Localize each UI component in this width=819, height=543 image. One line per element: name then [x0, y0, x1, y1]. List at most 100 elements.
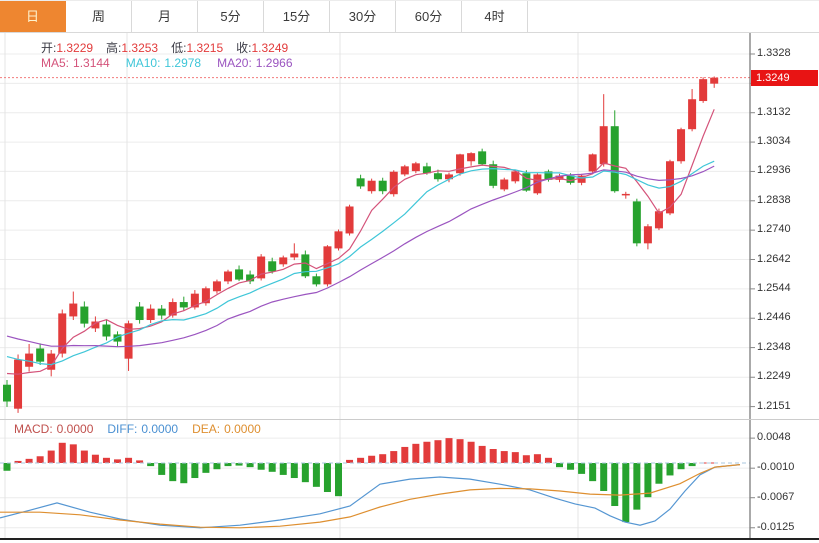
macd-bar	[279, 463, 287, 475]
macd-bar	[125, 457, 133, 463]
macd-bar	[114, 459, 121, 463]
macd-bar	[544, 457, 552, 463]
macd-bar	[423, 441, 431, 463]
open-label: 开:	[41, 41, 57, 55]
macd-bar	[567, 463, 575, 470]
candle-body	[312, 276, 321, 285]
candle-body	[544, 171, 553, 180]
tab-15分[interactable]: 15分	[264, 1, 330, 32]
dea-line	[0, 464, 741, 529]
macd-bar	[323, 463, 331, 493]
ma20-value: 1.2966	[255, 56, 293, 70]
macd-bar	[202, 463, 210, 473]
candle-body	[555, 175, 564, 180]
candle-body	[422, 166, 431, 174]
candle-body	[599, 126, 608, 165]
macd-bar	[556, 463, 563, 468]
price-tick-label: 1.2936	[757, 164, 791, 177]
macd-bar	[533, 454, 541, 463]
ma10-value: 1.2978	[164, 56, 202, 70]
ma5-value: 1.3144	[73, 56, 110, 70]
candle-body	[710, 77, 719, 84]
macd-header-row: MACD: 0.0000 DIFF: 0.0000 DEA: 0.0000	[14, 422, 261, 436]
high-value: 1.3253	[121, 41, 159, 55]
candle-body	[47, 353, 56, 370]
macd-bar	[478, 445, 486, 463]
macd-bar	[180, 463, 188, 484]
candle-body	[699, 79, 708, 102]
macd-bar	[147, 463, 155, 467]
macd-bar	[666, 463, 674, 476]
ma20-line	[6, 165, 715, 348]
candle-body	[36, 348, 45, 362]
candle-body	[3, 384, 11, 402]
macd-bar	[489, 449, 497, 463]
current-price-badge: 1.3249	[751, 70, 818, 86]
tab-30分[interactable]: 30分	[330, 1, 396, 32]
tab-日[interactable]: 日	[0, 1, 66, 32]
period-tabbar: 日周月 5分 15分 30分 60分 4时	[0, 1, 819, 33]
macd-bar	[589, 463, 597, 482]
low-value: 1.3215	[186, 41, 224, 55]
macd-bar	[235, 463, 243, 466]
ma10-label: MA10:	[125, 56, 161, 70]
candle-body	[566, 175, 575, 183]
candle-body	[301, 254, 310, 277]
candle-body	[533, 174, 542, 194]
macd-label: MACD:	[14, 422, 53, 436]
candle-body	[323, 246, 332, 285]
price-tick-label: 1.2151	[757, 399, 791, 412]
low-label: 低:	[171, 41, 187, 55]
candle-body	[80, 306, 89, 324]
candle-body	[168, 302, 177, 316]
macd-bar	[578, 463, 586, 474]
candle-body	[511, 171, 520, 182]
price-tick-label: 1.3132	[757, 105, 791, 118]
diff-value: 0.0000	[141, 422, 179, 436]
macd-bar	[401, 446, 409, 463]
candle-body	[124, 323, 133, 359]
candle-body	[157, 308, 166, 316]
macd-bar	[434, 440, 442, 463]
macd-bar	[655, 463, 663, 484]
macd-bar	[412, 443, 420, 463]
tab-4时[interactable]: 4时	[462, 1, 528, 32]
macd-bar	[246, 463, 254, 468]
candle-body	[14, 359, 23, 409]
tab-60分[interactable]: 60分	[396, 1, 462, 32]
macd-value: 0.0000	[56, 422, 94, 436]
candle-body	[489, 164, 498, 186]
candle-body	[588, 154, 597, 172]
macd-bar	[69, 444, 77, 463]
candle-body	[389, 171, 398, 195]
macd-bar	[102, 457, 110, 463]
candle-body	[146, 308, 155, 321]
candle-body	[290, 253, 299, 258]
candle-body	[135, 306, 144, 321]
macd-bar	[47, 450, 55, 463]
ma10-line	[6, 160, 715, 366]
candle-body	[445, 174, 453, 180]
macd-tick-label: -0.0125	[757, 520, 795, 533]
tab-5分[interactable]: 5分	[198, 1, 264, 32]
macd-bar	[80, 450, 88, 463]
candle-body	[378, 180, 387, 192]
candle-body	[268, 261, 277, 272]
macd-bar	[3, 463, 11, 471]
macd-bar	[301, 463, 309, 483]
macd-bar	[357, 457, 365, 463]
macd-tick-label: -0.0010	[757, 461, 795, 474]
candle-body	[224, 271, 232, 282]
diff-label: DIFF:	[107, 422, 138, 436]
macd-bar	[136, 460, 144, 463]
candle-body	[456, 154, 465, 174]
candle-body	[467, 153, 476, 162]
close-label: 收:	[236, 41, 252, 55]
tab-月[interactable]: 月	[132, 1, 198, 32]
candle-body	[356, 178, 365, 187]
tab-周[interactable]: 周	[66, 1, 132, 32]
macd-bar	[633, 463, 641, 510]
macd-bar	[335, 463, 342, 497]
candle-body	[25, 353, 34, 367]
